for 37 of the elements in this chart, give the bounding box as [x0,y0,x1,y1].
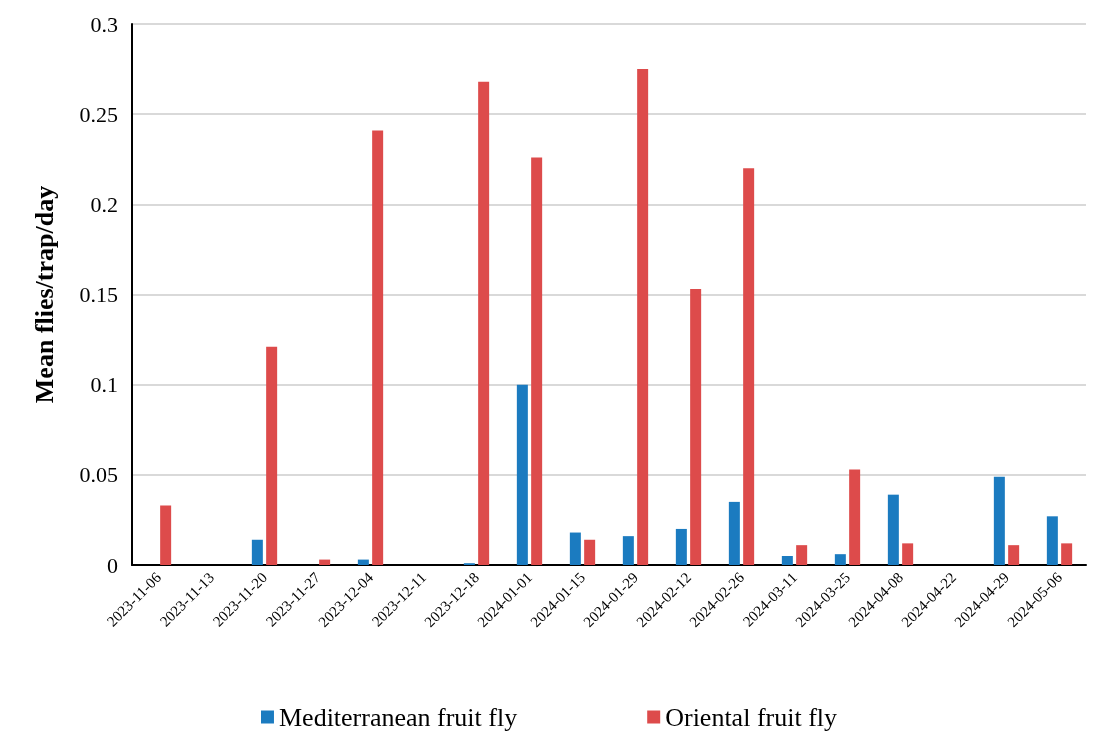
bar [728,501,740,565]
bar [887,494,899,565]
y-tick-label: 0.25 [79,101,118,127]
bar [1046,516,1058,565]
bar [743,168,755,565]
legend-label: Mediterranean fruit fly [278,702,518,732]
bar [266,346,278,565]
bar [902,543,914,565]
bar [1061,543,1073,565]
bar [569,532,581,565]
bar [637,69,649,565]
bar [357,559,369,565]
y-tick-label: 0.2 [90,191,118,217]
bar [251,539,263,565]
y-tick-label: 0 [107,552,118,578]
bar [993,476,1005,565]
bar [584,539,596,565]
y-tick-label: 0.3 [90,11,118,37]
y-tick-label: 0.1 [90,372,118,398]
bar [781,555,793,565]
bar [796,545,808,565]
bar [849,469,861,565]
bar [834,554,846,565]
bar [319,559,331,565]
bar [160,505,172,565]
y-axis-title: Mean flies/trap/day [29,185,59,404]
bar [675,528,687,565]
bar [531,157,543,565]
y-tick-label: 0.05 [79,462,118,488]
y-tick-label: 0.15 [79,282,118,307]
legend-label: Oriental fruit fly [665,702,838,732]
bar [372,130,384,565]
bar [690,289,702,565]
bar [478,81,490,565]
bar [516,384,528,565]
bar [1008,545,1020,565]
bar [622,536,634,565]
